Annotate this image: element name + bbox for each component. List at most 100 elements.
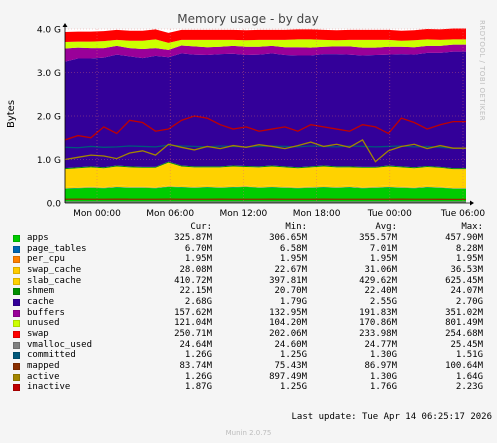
y-tick-label: 4.0 G [37,26,61,36]
legend-swatch [13,384,20,392]
legend-avg: 233.98M [359,328,397,339]
legend-cur: 83.74M [179,360,212,371]
legend-swatch [13,245,20,253]
legend-avg: 24.77M [364,339,397,350]
last-update: Last update: Tue Apr 14 06:25:17 2026 [291,412,492,422]
legend-table: Cur: Min: Avg: Max: apps 325.87M 306.65M 35… [12,221,492,422]
legend-row-cache: cache 2.68G 1.79G 2.55G 2.70G [12,297,492,308]
legend-name: per_cpu [27,254,65,265]
x-axis-arrow [470,200,474,206]
legend-min: 397.81M [269,275,307,286]
legend-max: 2.70G [455,296,483,307]
legend-min: 22.67M [274,264,307,275]
legend-swatch [13,320,20,328]
legend-rows: apps 325.87M 306.65M 355.57M 457.90M page_tab… [12,233,492,393]
legend-swatch [13,330,20,338]
legend-avg: 2.55G [369,296,397,307]
x-tick-label: Mon 18:00 [293,209,341,219]
legend-min: 104.20M [269,318,307,329]
y-tick-label: 0.0 [47,200,62,210]
legend-cur: 1.26G [184,371,212,382]
legend-swatch [13,256,20,264]
legend-max: 351.02M [445,307,483,318]
x-tick-label: Tue 00:00 [367,209,412,219]
area-slab-cache [65,162,466,187]
x-tick-label: Mon 00:00 [73,209,121,219]
legend-min: 1.95M [279,254,307,265]
legend-swatch [13,362,20,370]
legend-cur: 28.08M [179,264,212,275]
area-shmem [65,161,466,170]
legend-avg: 1.76G [369,382,397,393]
legend-cur: 22.15M [179,286,212,297]
legend-min: 132.95M [269,307,307,318]
legend-row-page-tables: page_tables 6.70M 6.58M 7.01M 8.28M [12,244,492,255]
legend-row-unused: unused 121.04M 104.20M 170.86M 801.49M [12,318,492,329]
grid-lines [65,28,466,203]
legend-swatch [13,309,20,317]
legend-max: 2.23G [455,382,483,393]
legend-name: slab_cache [27,275,82,286]
legend-avg: 86.97M [364,360,397,371]
legend-name: mapped [27,360,60,371]
legend-name: swap [27,328,49,339]
legend-name: swap_cache [27,264,82,275]
area-apps [65,186,466,203]
legend-row-buffers: buffers 157.62M 132.95M 191.83M 351.02M [12,308,492,319]
legend-avg: 191.83M [359,307,397,318]
legend-avg: 170.86M [359,318,397,329]
legend-row-swap: swap 250.71M 202.06M 233.98M 254.68M [12,329,492,340]
x-tick-label: Mon 12:00 [220,209,268,219]
legend-swatch [13,288,20,296]
legend-min: 24.60M [274,339,307,350]
stacked-areas [65,28,466,203]
line-inactive [64,115,466,141]
legend-avg: 7.01M [369,243,397,254]
legend-max: 25.45M [450,339,483,350]
legend-cur: 250.71M [174,328,212,339]
area-swap-cache [65,185,466,189]
area-unused [65,39,466,50]
legend-min: 897.49M [269,371,307,382]
legend-max: 254.68M [445,328,483,339]
legend-cur: 325.87M [174,233,212,243]
legend-min: 20.70M [274,286,307,297]
legend-avg: 22.40M [364,286,397,297]
legend-name: page_tables [27,243,87,254]
x-axis-ticks: Mon 00:00 Mon 06:00 Mon 12:00 Mon 18:00 Tue … [73,209,485,219]
y-tick-label: 3.0 G [37,69,61,79]
legend-row-slab-cache: slab_cache 410.72M 397.81M 429.62M 625.45M [12,276,492,287]
legend-name: active [27,371,60,382]
legend-name: committed [27,350,76,361]
legend-avg: 1.30G [369,371,397,382]
legend-name: cache [27,296,55,307]
legend-row-active: active 1.26G 897.49M 1.30G 1.64G [12,372,492,383]
legend-avg: 355.57M [359,233,397,243]
legend-max: 100.64M [445,360,483,371]
legend-cur: 121.04M [174,318,212,329]
legend-max: 1.95M [455,254,483,265]
legend-min: 75.43M [274,360,307,371]
legend-min: 1.25G [279,350,307,361]
legend-max: 625.45M [445,275,483,286]
col-min-header: Min: [285,222,307,232]
legend-max: 1.64G [455,371,483,382]
legend-name: shmem [27,286,55,297]
y-tick-label: 2.0 G [37,113,61,123]
legend-cur: 1.26G [184,350,212,361]
legend-row-mapped: mapped 83.74M 75.43M 86.97M 100.64M [12,361,492,372]
y-axis-arrow [62,23,68,27]
legend-swatch [13,341,20,349]
legend-min: 306.65M [269,233,307,243]
area-cache [65,51,466,169]
line-active [64,139,466,163]
legend-name: buffers [27,307,65,318]
legend-cur: 24.64M [179,339,212,350]
col-avg-header: Avg: [375,222,397,232]
x-tick-label: Tue 06:00 [440,209,485,219]
legend-name: vmalloc_used [27,339,93,350]
legend-min: 1.25G [279,382,307,393]
axes [62,23,474,206]
legend-row-vmalloc-used: vmalloc_used 24.64M 24.60M 24.77M 25.45M [12,340,492,351]
